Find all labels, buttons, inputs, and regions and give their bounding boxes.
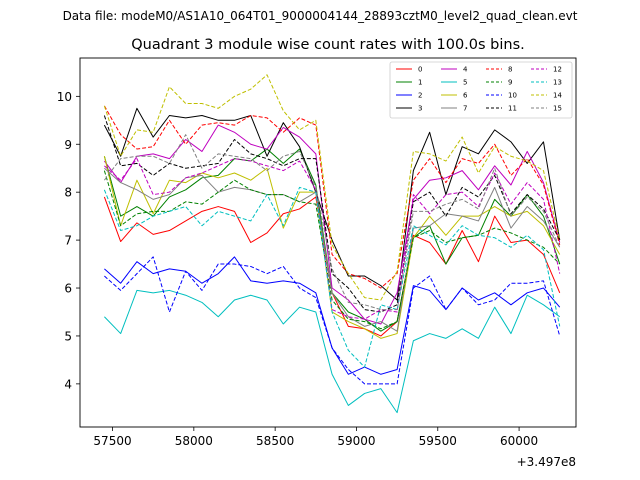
legend-label-7: 7 bbox=[463, 105, 467, 113]
series-line-10 bbox=[104, 256, 561, 385]
series-line-7 bbox=[104, 167, 561, 332]
legend-label-12: 12 bbox=[553, 66, 562, 74]
axes-layer: 57500 58000 58500 59000 59500 60000 4 5 6 7 8 9 10 bbox=[57, 90, 538, 448]
x-tick-label: 58000 bbox=[175, 434, 213, 448]
plot-frame bbox=[79, 57, 577, 428]
y-tick-label: 4 bbox=[64, 377, 72, 391]
x-tick-label: 60000 bbox=[500, 434, 538, 448]
legend-label-15: 15 bbox=[553, 105, 562, 113]
legend-label-4: 4 bbox=[463, 66, 468, 74]
chart-suptitle: Data file: modeM0/AS1A10_064T01_90000041… bbox=[63, 9, 578, 23]
y-tick-label: 10 bbox=[57, 90, 72, 104]
y-tick-label: 8 bbox=[64, 186, 72, 200]
legend-label-6: 6 bbox=[463, 92, 468, 100]
y-tick-label: 9 bbox=[64, 138, 72, 152]
legend-label-0: 0 bbox=[418, 66, 422, 74]
chart-title: Quadrant 3 module wise count rates with … bbox=[131, 37, 525, 53]
y-tick-label: 5 bbox=[64, 329, 72, 343]
series-line-5 bbox=[104, 289, 561, 414]
series-line-3 bbox=[103, 107, 561, 301]
series-layer bbox=[103, 74, 561, 414]
series-line-8 bbox=[103, 105, 561, 289]
legend-label-2: 2 bbox=[418, 92, 422, 100]
series-line-15 bbox=[103, 134, 561, 311]
series-line-11 bbox=[103, 115, 561, 313]
x-offset-label: +3.497e8 bbox=[517, 455, 576, 469]
y-tick-label: 7 bbox=[64, 234, 72, 248]
series-line-14 bbox=[103, 74, 561, 301]
series-line-13 bbox=[103, 186, 561, 368]
legend-label-5: 5 bbox=[463, 79, 467, 87]
legend-label-13: 13 bbox=[553, 79, 562, 87]
series-line-4 bbox=[103, 124, 561, 325]
x-tick-label: 59500 bbox=[419, 434, 457, 448]
legend-label-10: 10 bbox=[508, 92, 517, 100]
legend-label-9: 9 bbox=[508, 79, 512, 87]
x-tick-label: 58500 bbox=[256, 434, 294, 448]
legend-label-14: 14 bbox=[553, 92, 562, 100]
y-tick-label: 6 bbox=[64, 282, 72, 296]
legend-label-3: 3 bbox=[418, 105, 422, 113]
x-tick-label: 59000 bbox=[337, 434, 375, 448]
legend-label-11: 11 bbox=[508, 105, 517, 113]
legend-label-1: 1 bbox=[418, 79, 422, 87]
x-tick-label: 57500 bbox=[93, 434, 131, 448]
series-line-9 bbox=[103, 170, 561, 330]
legend-label-8: 8 bbox=[508, 66, 512, 74]
legend-frame bbox=[389, 61, 573, 119]
